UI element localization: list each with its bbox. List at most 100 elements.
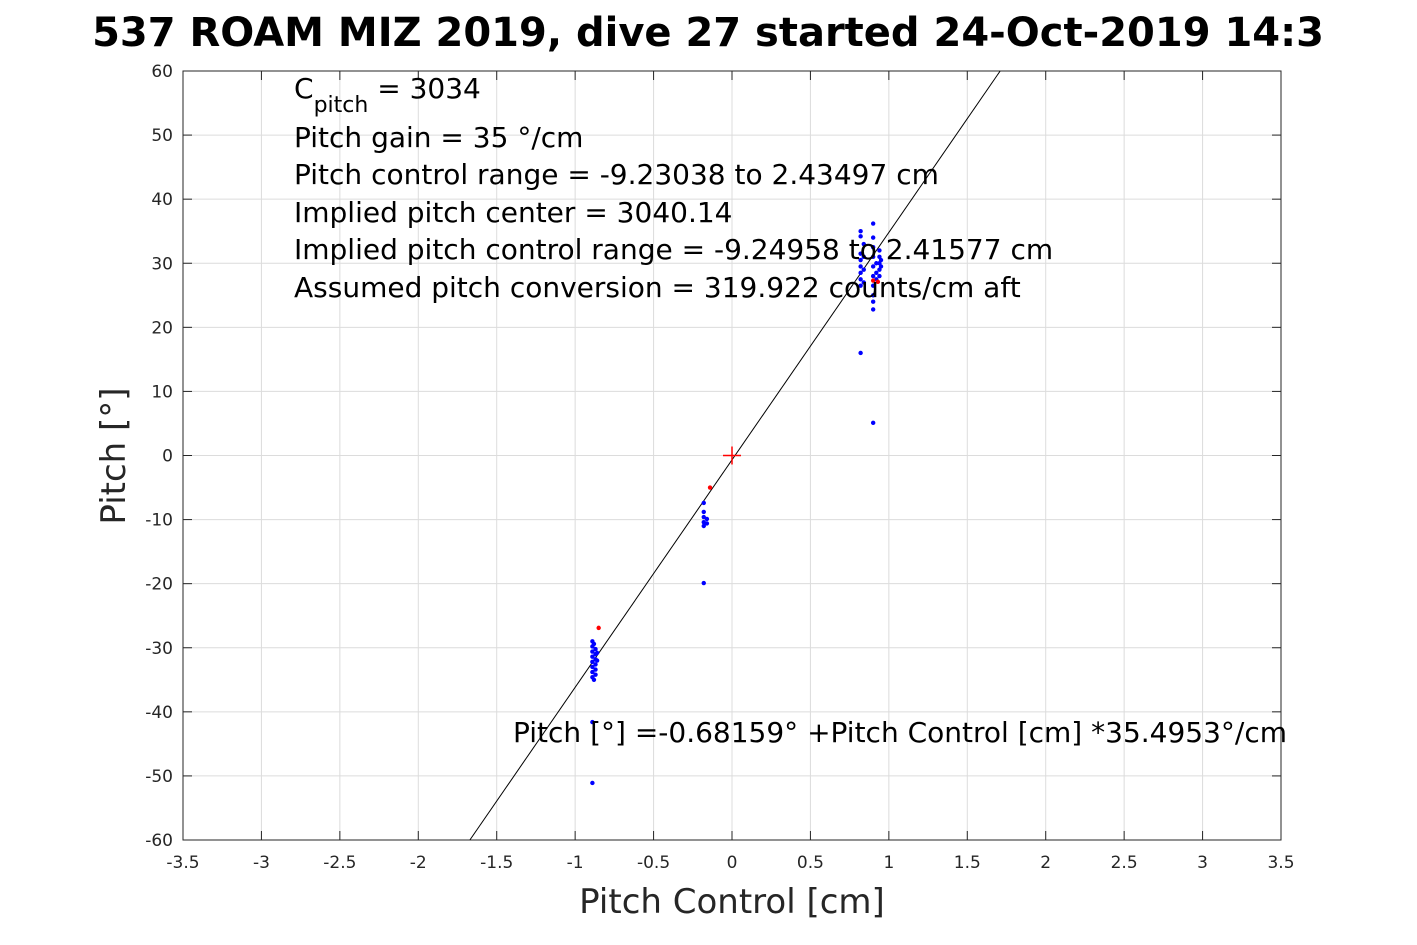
x-tick-label: -1 (567, 853, 584, 873)
implied-center-annotation: Implied pitch center = 3040.14 (294, 196, 732, 229)
data-point-blue (861, 280, 866, 285)
data-point-blue (870, 273, 876, 279)
x-tick-label: -1.5 (480, 853, 513, 873)
x-tick-label: -3.5 (166, 853, 199, 873)
x-tick-label: 1 (883, 853, 894, 873)
c-pitch-main: C (294, 72, 314, 105)
conversion-annotation: Assumed pitch conversion = 319.922 count… (294, 271, 1021, 304)
data-point-red (870, 278, 876, 283)
data-points (590, 221, 884, 786)
data-point-blue (590, 780, 595, 786)
data-point-blue (870, 299, 876, 304)
x-axis-label: Pitch Control [cm] (579, 882, 885, 922)
data-point-blue (591, 641, 597, 647)
x-tick-label: -2.5 (323, 853, 356, 873)
x-tick-label: 2 (1040, 853, 1051, 873)
y-tick-label: 30 (151, 254, 173, 274)
x-tick-label: 0 (727, 853, 738, 873)
y-tick-label: 10 (151, 382, 173, 402)
center-marker (723, 446, 741, 465)
pitch-gain-annotation: Pitch gain = 35 °/cm (294, 121, 583, 154)
implied-range-annotation: Implied pitch control range = -9.24958 t… (294, 233, 1053, 266)
x-tick-label: -0.5 (637, 853, 670, 873)
data-point-red (596, 625, 601, 631)
data-point-blue (590, 719, 595, 725)
data-point-blue (590, 669, 595, 675)
y-tick-label: 50 (151, 126, 173, 146)
data-point-blue (858, 251, 863, 256)
data-point-blue (590, 659, 595, 665)
c-pitch-value: = 3034 (368, 72, 481, 105)
data-point-red (707, 485, 713, 490)
data-point-blue (593, 646, 598, 652)
data-point-blue (870, 235, 876, 240)
x-tick-label: -3 (253, 853, 270, 873)
y-tick-label: -10 (145, 511, 173, 531)
data-point-blue (858, 229, 863, 234)
data-point-blue (870, 293, 876, 298)
chart-title: 537 ROAM MIZ 2019, dive 27 started 24-Oc… (92, 10, 1324, 56)
y-tick-label: -30 (145, 639, 173, 659)
data-point-blue (593, 662, 598, 667)
data-point-blue (861, 267, 866, 272)
axis-ticks (182, 70, 1282, 841)
y-tick-label: -50 (145, 767, 173, 787)
y-tick-label: -40 (145, 703, 173, 723)
data-point-blue (870, 264, 876, 269)
data-point-blue (594, 658, 600, 663)
fit-equation-annotation: Pitch [°] =-0.68159° +Pitch Control [cm]… (513, 716, 1287, 749)
x-tick-label: 3.5 (1267, 853, 1294, 873)
data-point-blue (870, 283, 876, 288)
data-point-blue (593, 672, 598, 677)
control-range-annotation: Pitch control range = -9.23038 to 2.4349… (294, 158, 939, 191)
data-point-blue (858, 350, 863, 356)
x-tick-label: 3 (1197, 853, 1208, 873)
grid-lines (182, 70, 1282, 841)
data-point-blue (877, 273, 882, 279)
c-pitch-annotation: Cpitch = 3034 (294, 72, 481, 118)
data-point-blue (594, 650, 600, 656)
data-point-blue (870, 420, 876, 426)
y-axis-label: Pitch [°] (94, 387, 134, 524)
data-point-blue (870, 254, 876, 260)
data-point-blue (858, 283, 863, 288)
data-point-blue (858, 257, 863, 263)
data-point-blue (878, 264, 884, 269)
data-point-blue (858, 234, 863, 239)
data-point-blue (874, 261, 879, 266)
y-tick-label: -60 (145, 831, 173, 851)
data-point-red (875, 279, 881, 285)
data-point-blue (590, 649, 595, 654)
y-tick-label: 40 (151, 190, 173, 210)
x-tick-label: 1.5 (954, 853, 981, 873)
data-point-blue (861, 254, 866, 260)
data-point-blue (701, 509, 706, 515)
y-tick-label: 0 (162, 447, 173, 467)
data-point-blue (591, 677, 597, 682)
data-point-blue (704, 521, 710, 526)
x-tick-label: 2.5 (1111, 853, 1138, 873)
data-point-blue (858, 270, 863, 276)
x-tick-labels: -3.5 -3 -2.5 -2 -1.5 -1 -0.5 0 0.5 1 1.5 2 2.5 3 3.5 (166, 853, 1294, 873)
x-tick-label: -2 (410, 853, 427, 873)
data-point-blue (878, 257, 884, 263)
data-point-blue (858, 264, 863, 269)
y-tick-labels: 60 50 40 30 20 10 0 -10 -20 -30 -40 -50 -60 (145, 62, 173, 851)
data-point-blue (870, 307, 876, 312)
data-point-blue (701, 580, 706, 586)
y-tick-label: 60 (151, 62, 173, 82)
y-tick-label: -20 (145, 575, 173, 595)
data-point-blue (858, 277, 863, 282)
x-tick-label: 0.5 (797, 853, 824, 873)
c-pitch-subscript: pitch (314, 93, 369, 118)
data-point-blue (861, 241, 866, 247)
data-point-blue (870, 245, 876, 250)
data-point-blue (590, 664, 595, 670)
data-point-blue (874, 270, 879, 276)
data-point-blue (701, 500, 706, 506)
data-point-blue (701, 523, 706, 529)
data-point-blue (877, 248, 882, 253)
y-tick-label: 20 (151, 318, 173, 338)
data-point-blue (593, 667, 598, 672)
